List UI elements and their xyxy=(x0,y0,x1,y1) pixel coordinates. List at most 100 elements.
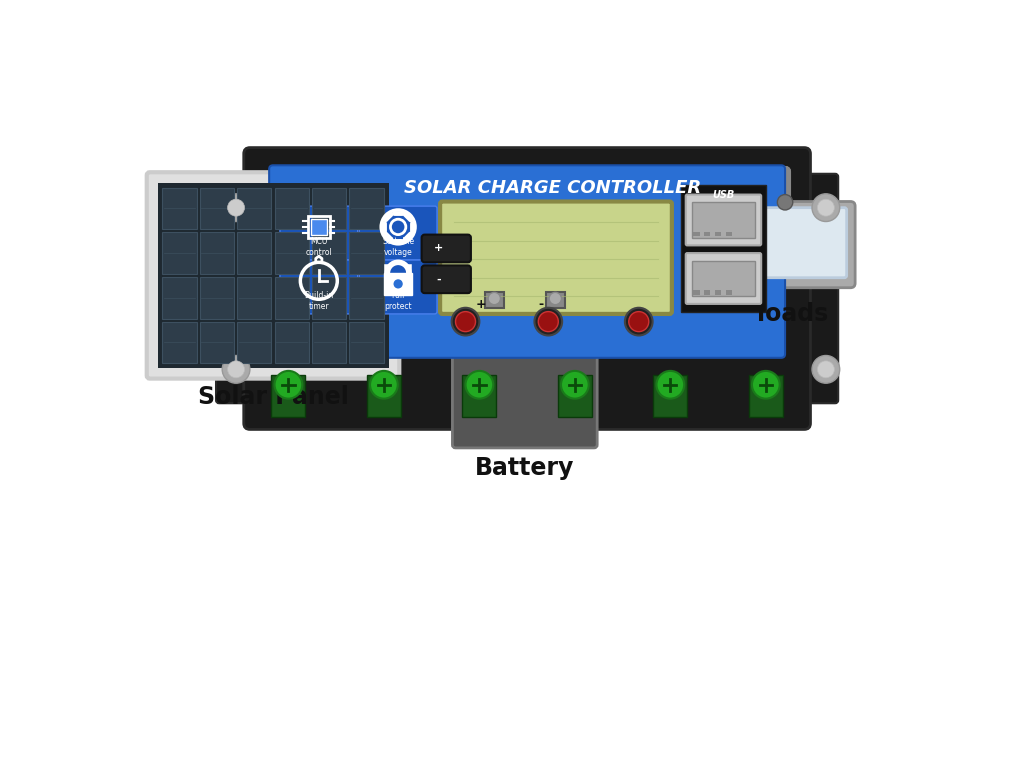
Bar xyxy=(271,375,305,417)
FancyBboxPatch shape xyxy=(146,172,399,379)
Circle shape xyxy=(370,371,397,399)
Bar xyxy=(312,322,346,363)
Bar xyxy=(726,231,732,236)
Text: SOLAR CHARGE CONTROLLER: SOLAR CHARGE CONTROLLER xyxy=(403,180,701,197)
Bar xyxy=(463,375,497,417)
Circle shape xyxy=(222,194,250,221)
Bar xyxy=(349,322,384,363)
Bar xyxy=(349,187,384,229)
Bar xyxy=(311,219,327,234)
Bar xyxy=(274,322,309,363)
Circle shape xyxy=(227,199,245,216)
Text: USB: USB xyxy=(713,190,734,200)
Circle shape xyxy=(222,356,250,383)
Bar xyxy=(158,183,388,368)
Circle shape xyxy=(488,293,501,305)
Bar xyxy=(162,232,197,274)
Text: -: - xyxy=(539,298,544,311)
Bar xyxy=(162,322,197,363)
Circle shape xyxy=(817,199,835,216)
Circle shape xyxy=(549,293,561,305)
Bar xyxy=(681,184,766,312)
FancyBboxPatch shape xyxy=(422,234,471,263)
Bar xyxy=(653,375,687,417)
Circle shape xyxy=(393,280,402,289)
FancyBboxPatch shape xyxy=(794,174,839,403)
Text: +: + xyxy=(475,298,485,311)
Text: MCU
control: MCU control xyxy=(305,237,332,257)
Bar xyxy=(312,277,346,319)
FancyBboxPatch shape xyxy=(740,207,847,278)
Bar xyxy=(162,187,197,229)
Circle shape xyxy=(812,356,840,383)
Text: Battery: Battery xyxy=(475,456,574,480)
Circle shape xyxy=(456,312,475,332)
FancyBboxPatch shape xyxy=(730,201,855,288)
FancyBboxPatch shape xyxy=(244,147,810,429)
Bar xyxy=(200,187,234,229)
Text: Solar Panel: Solar Panel xyxy=(198,385,348,409)
Bar xyxy=(558,375,592,417)
FancyBboxPatch shape xyxy=(686,194,761,246)
Bar xyxy=(274,277,309,319)
Bar xyxy=(312,187,346,229)
FancyBboxPatch shape xyxy=(359,260,437,314)
Bar xyxy=(749,375,782,417)
Bar xyxy=(238,232,271,274)
Text: Build-in
timer: Build-in timer xyxy=(304,291,334,310)
Text: Full
protect: Full protect xyxy=(384,291,412,310)
Bar xyxy=(692,261,755,296)
FancyBboxPatch shape xyxy=(269,165,785,358)
Bar xyxy=(238,322,271,363)
Bar xyxy=(692,202,755,237)
Bar xyxy=(485,293,504,308)
Bar xyxy=(238,187,271,229)
Bar xyxy=(200,232,234,274)
Circle shape xyxy=(817,361,835,378)
Bar xyxy=(200,277,234,319)
Circle shape xyxy=(227,361,245,378)
Bar xyxy=(162,277,197,319)
FancyBboxPatch shape xyxy=(359,206,437,260)
Circle shape xyxy=(752,371,779,399)
Bar xyxy=(200,322,234,363)
Text: +: + xyxy=(434,243,443,253)
FancyBboxPatch shape xyxy=(422,266,471,293)
Circle shape xyxy=(625,308,652,336)
Bar xyxy=(546,293,564,308)
Bar xyxy=(349,277,384,319)
FancyBboxPatch shape xyxy=(280,260,357,314)
Bar xyxy=(308,216,330,237)
Bar xyxy=(726,290,732,295)
FancyBboxPatch shape xyxy=(280,206,357,260)
Circle shape xyxy=(777,194,793,210)
Circle shape xyxy=(812,194,840,221)
Circle shape xyxy=(656,371,684,399)
Bar xyxy=(705,290,711,295)
FancyBboxPatch shape xyxy=(216,174,261,403)
Bar xyxy=(693,290,699,295)
Bar xyxy=(367,375,400,417)
Bar xyxy=(274,232,309,274)
Text: loads: loads xyxy=(757,302,828,326)
Bar xyxy=(312,232,346,274)
Circle shape xyxy=(561,371,589,399)
Circle shape xyxy=(539,312,558,332)
FancyBboxPatch shape xyxy=(686,253,761,304)
FancyBboxPatch shape xyxy=(453,303,597,448)
Circle shape xyxy=(274,371,302,399)
Bar xyxy=(693,231,699,236)
Bar xyxy=(715,290,721,295)
Circle shape xyxy=(535,308,562,336)
Text: -: - xyxy=(436,274,441,284)
FancyBboxPatch shape xyxy=(440,201,672,314)
Circle shape xyxy=(452,308,479,336)
Bar xyxy=(715,231,721,236)
Bar xyxy=(349,232,384,274)
Circle shape xyxy=(466,371,494,399)
Bar xyxy=(705,231,711,236)
Bar xyxy=(384,273,412,295)
Text: Settable
voltage: Settable voltage xyxy=(382,237,414,257)
Bar xyxy=(238,277,271,319)
Circle shape xyxy=(629,312,649,332)
